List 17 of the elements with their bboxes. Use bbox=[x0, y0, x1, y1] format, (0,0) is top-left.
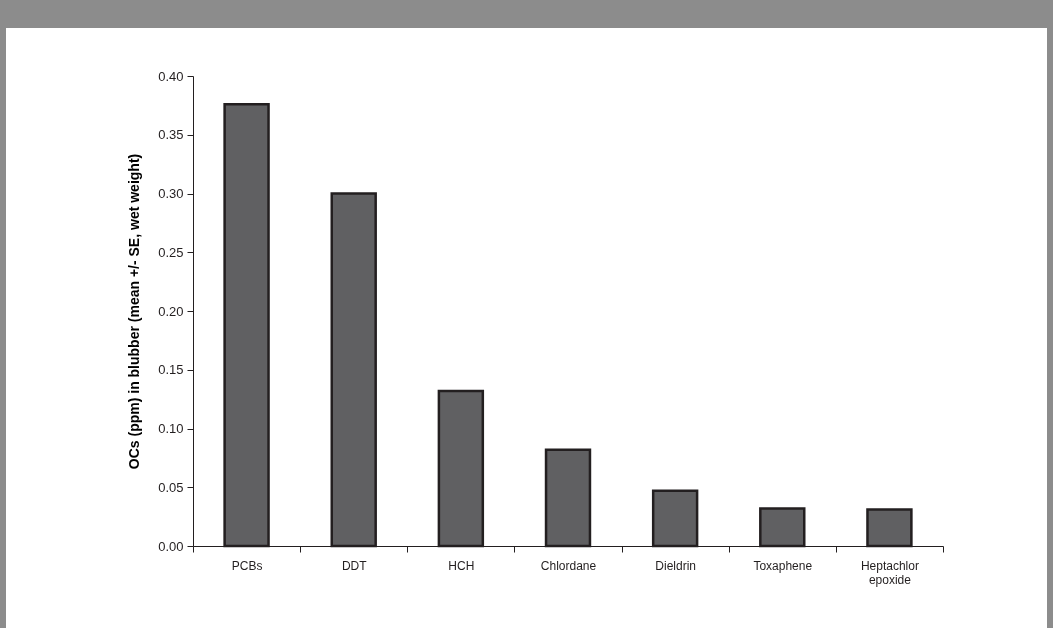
x-tick-label: Toxaphene bbox=[753, 558, 813, 573]
y-tick-label: 0.20 bbox=[158, 303, 184, 319]
y-axis-title: OCs (ppm) in blubber (mean +/- SE, wet weight) bbox=[126, 153, 143, 470]
x-tick-label: Dieldrin bbox=[655, 558, 696, 573]
y-tick-label: 0.40 bbox=[158, 68, 184, 84]
x-tick-label: DDT bbox=[341, 558, 368, 573]
y-tick-label: 0.30 bbox=[158, 186, 184, 201]
y-tick-label: 0.15 bbox=[158, 362, 184, 378]
x-tick-label: Heptachlor epoxide bbox=[860, 558, 919, 587]
y-tick-label: 0.25 bbox=[158, 244, 184, 260]
y-tick-label: 0.10 bbox=[158, 421, 184, 436]
y-tick-label: 0.05 bbox=[158, 479, 184, 495]
x-tick-label: Chlordane bbox=[540, 558, 597, 573]
y-tick-label: 0.35 bbox=[158, 127, 184, 143]
y-tick-label: 0.00 bbox=[158, 538, 184, 554]
x-tick-label: HCH bbox=[448, 558, 475, 573]
x-tick-label: PCBs bbox=[231, 558, 263, 573]
